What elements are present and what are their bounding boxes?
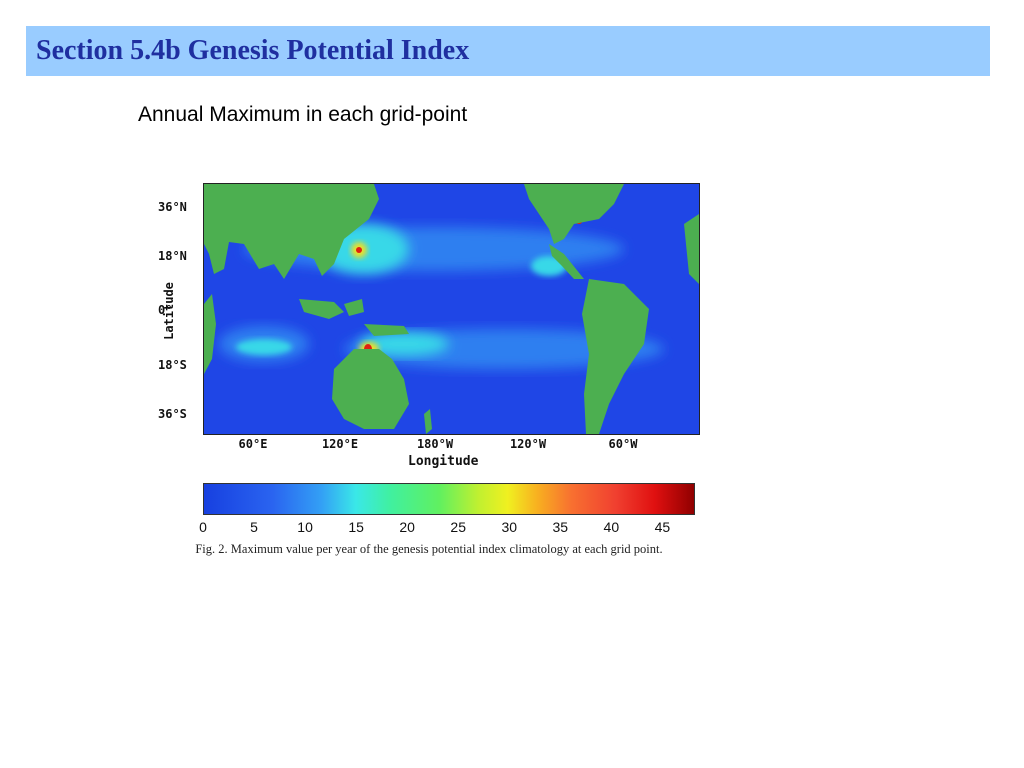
lat-tick-18s: 18°S	[158, 358, 187, 372]
colorbar-tick: 20	[399, 519, 415, 535]
colorbar-tick: 15	[348, 519, 364, 535]
title-banner: Section 5.4b Genesis Potential Index	[26, 26, 990, 76]
field-peak-wp	[356, 247, 362, 253]
colorbar-tick: 45	[654, 519, 671, 535]
gpi-figure: 36°N 18°N 0° 18°S 36°S Latitude	[150, 178, 710, 583]
lat-tick-36n: 36°N	[158, 200, 187, 214]
field-south-pacific	[359, 332, 449, 356]
colorbar-tick: 30	[501, 519, 518, 535]
landmass-south-america	[582, 279, 649, 434]
lon-tick-60w: 60°W	[608, 437, 638, 451]
colorbar-tick: 25	[450, 519, 466, 535]
landmasses	[204, 184, 699, 434]
landmass-greenland-edge	[684, 214, 699, 284]
field-south-indian	[236, 339, 292, 355]
lat-tick-0: 0°	[158, 303, 173, 317]
lon-tick-120w: 120°W	[509, 437, 547, 451]
lon-tick-60e: 60°E	[238, 437, 268, 451]
y-axis-label: Latitude	[161, 282, 176, 340]
map-frame	[203, 183, 700, 435]
colorbar-tick: 40	[603, 519, 620, 535]
x-axis-label: Longitude	[408, 454, 479, 469]
lat-tick-18n: 18°N	[158, 249, 187, 263]
page-title: Section 5.4b Genesis Potential Index	[36, 35, 470, 66]
lat-tick-36s: 36°S	[158, 407, 187, 421]
caption-fig-label: Fig. 2.	[195, 542, 228, 556]
figure-caption: Fig. 2. Maximum value per year of the ge…	[164, 542, 694, 557]
landmass-asia	[204, 184, 379, 279]
landmass-north-america	[524, 184, 624, 244]
colorbar-tick: 0	[199, 519, 207, 535]
colorbar-tick: 35	[552, 519, 569, 535]
world-map-svg	[204, 184, 699, 434]
landmass-africa-horn	[204, 294, 216, 374]
colorbar-tick: 5	[250, 519, 258, 535]
subtitle: Annual Maximum in each grid-point	[138, 103, 468, 126]
lon-tick-180w: 180°W	[416, 437, 454, 451]
landmass-new-zealand	[424, 409, 432, 434]
caption-text: Maximum value per year of the genesis po…	[230, 542, 663, 556]
colorbar	[203, 483, 695, 515]
landmass-se-asia-islands	[299, 299, 409, 336]
colorbar-tick: 10	[297, 519, 313, 535]
landmass-australia	[332, 349, 409, 429]
lon-tick-120e: 120°E	[321, 437, 359, 451]
landmass-central-america	[549, 244, 584, 279]
